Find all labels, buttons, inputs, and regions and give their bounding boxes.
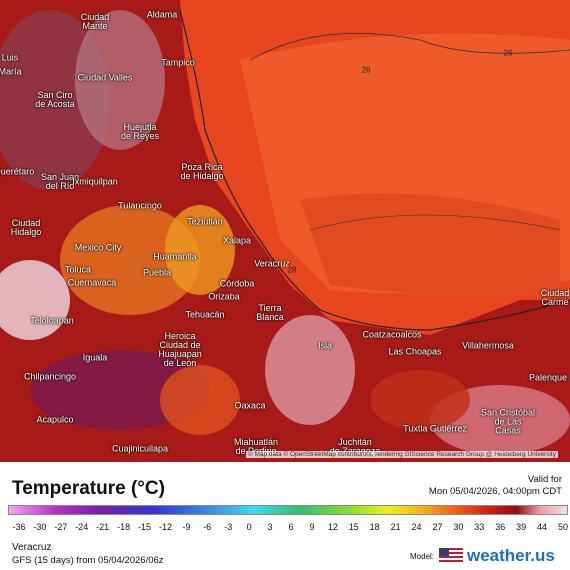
city-label: Cuajinicuilapa — [111, 443, 169, 454]
city-label: Tampico — [161, 57, 195, 68]
map-background — [0, 0, 570, 462]
region-name: Veracruz — [12, 542, 52, 553]
city-label: Luis — [1, 52, 19, 63]
scale-tick-label: 30 — [453, 522, 464, 532]
scale-tick-label: 24 — [411, 522, 422, 532]
scale-tick-label: 27 — [432, 522, 443, 532]
scale-tick-label: 36 — [495, 522, 506, 532]
contour-label: 28 — [287, 265, 297, 275]
city-label: Orizaba — [208, 291, 240, 302]
legend: Temperature (°C) Valid for Mon 05/04/2026… — [0, 462, 570, 570]
scale-tick-label: -12 — [158, 522, 172, 532]
city-label: Teloloapan — [30, 315, 74, 326]
scale-tick-label: -24 — [75, 522, 89, 532]
scale-tick-label: 6 — [288, 522, 294, 532]
scale-tick-label: -9 — [182, 522, 191, 532]
scale-tick-label: 21 — [390, 522, 401, 532]
scale-tick-label: -3 — [224, 522, 233, 532]
scale-tick-label: 50 — [557, 522, 569, 532]
city-label: Iguala — [82, 352, 108, 363]
city-label: San Juan del Río — [40, 172, 80, 191]
city-label: Tierra Blanca — [256, 303, 284, 322]
city-label: Tehuacán — [185, 309, 225, 320]
scale-tick-label: -36 — [12, 522, 26, 532]
scale-tick-label: -18 — [117, 522, 131, 532]
city-label: Teziutlán — [187, 216, 223, 227]
city-label: San Cristóbal de Las Casas — [480, 407, 536, 436]
city-label: Coatzacoalcos — [362, 329, 422, 340]
city-label: Isla — [317, 340, 333, 351]
model-label: Model: — [410, 552, 435, 561]
scale-tick-label: 9 — [309, 522, 315, 532]
city-label: Poza Rica de Hidalgo — [180, 162, 224, 181]
scale-tick-label: 3 — [267, 522, 273, 532]
scale-tick-label: 0 — [246, 522, 252, 532]
scale-tick-label: 12 — [327, 522, 338, 532]
city-label: Huejutla de Reyes — [120, 122, 160, 141]
city-label: Ciudad Valles — [77, 72, 133, 83]
city-label: Aldama — [146, 9, 178, 20]
city-label: Heroica Ciudad de Huajuapan de León — [158, 331, 202, 368]
city-label: Villahermosa — [462, 340, 514, 351]
scale-tick-label: -15 — [138, 522, 152, 532]
scale-tick-label: -30 — [33, 522, 47, 532]
scale-tick-label: 15 — [348, 522, 359, 532]
city-label: Acapulco — [36, 414, 74, 425]
city-label: Toluca — [64, 264, 92, 275]
city-label: Ciudad Mante — [80, 12, 110, 31]
city-label: San Ciro de Acosta — [35, 90, 75, 109]
contour-label: 26 — [503, 48, 513, 58]
contour-label: 26 — [361, 65, 371, 75]
legend-title: Temperature (°C) — [12, 478, 165, 499]
city-label: Cuernavaca — [67, 277, 117, 288]
scale-tick-label: 39 — [516, 522, 527, 532]
scale-tick-label: -27 — [54, 522, 68, 532]
city-label: Veracruz — [254, 258, 290, 269]
valid-value: Mon 05/04/2026, 04:00pm CDT — [428, 486, 562, 497]
scale-tick-label: 44 — [537, 522, 548, 532]
city-label: Mexico City — [74, 242, 122, 253]
color-scale — [8, 505, 568, 515]
scale-tick-label: 18 — [369, 522, 380, 532]
scale-tick-label: 33 — [474, 522, 485, 532]
city-label: Ciudad Carme — [540, 288, 570, 307]
scale-tick-label: -21 — [96, 522, 110, 532]
valid-label: Valid for — [527, 474, 562, 485]
city-label: Xalapa — [222, 235, 252, 246]
city-label: Huamantla — [153, 251, 197, 262]
city-label: Ixmiquilpan — [72, 176, 118, 187]
city-label: Palenque — [528, 372, 568, 383]
city-label: Las Choapas — [388, 346, 442, 357]
city-label: Oaxaca — [234, 400, 266, 411]
city-label: Chilpancingo — [23, 371, 77, 382]
brand-logo[interactable]: weather.us — [467, 546, 555, 565]
city-label: Tuxtla Gutiérrez — [403, 423, 467, 434]
map: Ciudad Mante Aldama Tampico Luis María Ciudad… — [0, 0, 570, 462]
attribution: © Map data © OpenStreetMap contributors,… — [245, 451, 558, 458]
city-label: Ciudad Hidalgo — [10, 218, 42, 237]
city-label: Córdoba — [219, 278, 255, 289]
flag-icon — [439, 548, 463, 562]
valid-time: Valid for Mon 05/04/2026, 04:00pm CDT — [429, 474, 562, 498]
city-label: María — [0, 66, 22, 77]
city-label: Querétaro — [0, 166, 35, 177]
city-label: Puebla — [142, 267, 172, 278]
model-run: GFS (15 days) from 05/04/2026/06z — [12, 555, 164, 566]
scale-tick-label: -6 — [203, 522, 212, 532]
city-label: Tulancingo — [118, 200, 162, 211]
